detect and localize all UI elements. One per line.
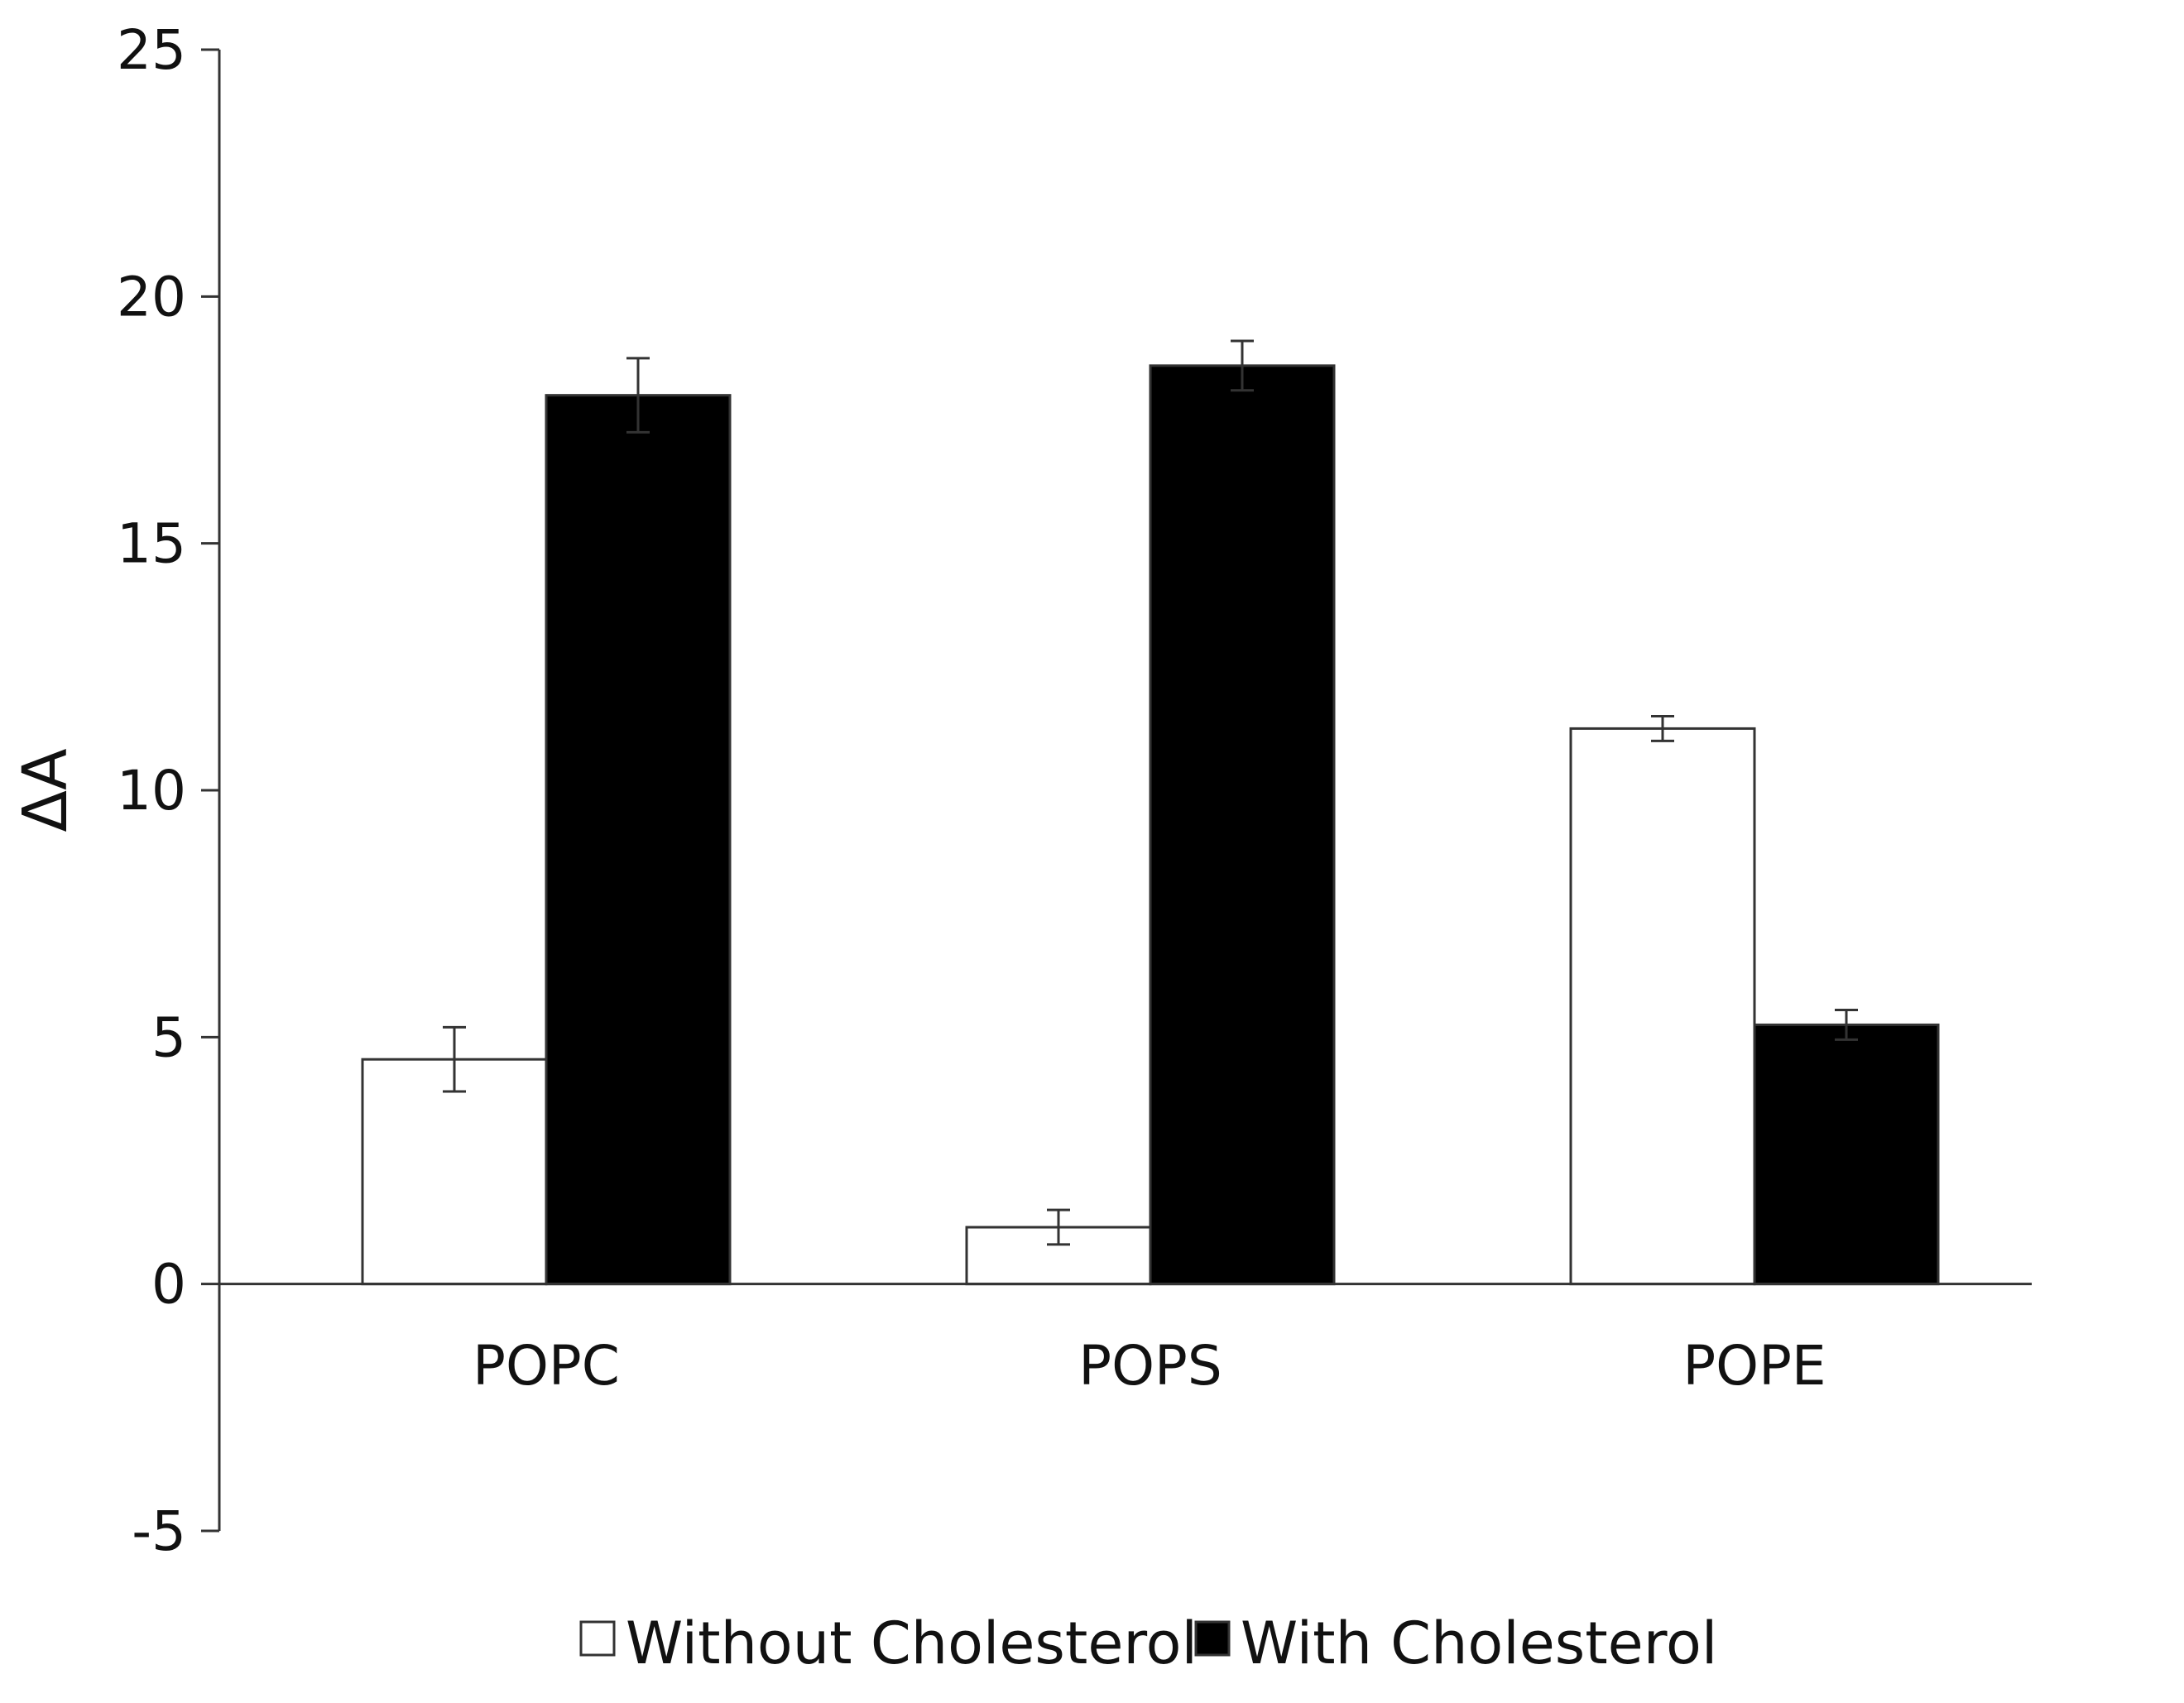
category-label-pope: POPE <box>1682 1334 1826 1398</box>
bar-pope-with <box>1753 1023 1940 1286</box>
y-tick-label: 0 <box>151 1253 186 1317</box>
legend-swatch-with <box>1194 1620 1231 1657</box>
category-label-popc: POPC <box>473 1334 620 1398</box>
category-label-pops: POPS <box>1078 1334 1222 1398</box>
y-tick-label: 5 <box>151 1005 186 1069</box>
error-bars <box>443 339 1858 1246</box>
legend: Without Cholesterol With Cholesterol <box>579 1609 1717 1677</box>
bar-popc-without <box>361 1058 548 1286</box>
bar-popc-with <box>545 394 732 1286</box>
y-tick-label: -5 <box>132 1499 186 1563</box>
y-tick-label: 10 <box>117 759 186 823</box>
y-tick-label: 25 <box>117 18 186 82</box>
y-tick-label: 15 <box>117 512 186 576</box>
bars <box>361 364 1940 1286</box>
bar-pope-without <box>1569 727 1756 1286</box>
y-axis: -5 0 5 10 15 20 25 <box>117 18 221 1563</box>
legend-swatch-without <box>579 1620 616 1657</box>
y-axis-title: ΔA <box>10 748 81 832</box>
bar-pops-with <box>1149 364 1336 1286</box>
legend-label-without: Without Cholesterol <box>626 1609 1198 1677</box>
y-tick-label: 20 <box>117 265 186 329</box>
legend-label-with: With Cholesterol <box>1241 1609 1717 1677</box>
category-labels: POPC POPS POPE <box>473 1334 1826 1398</box>
